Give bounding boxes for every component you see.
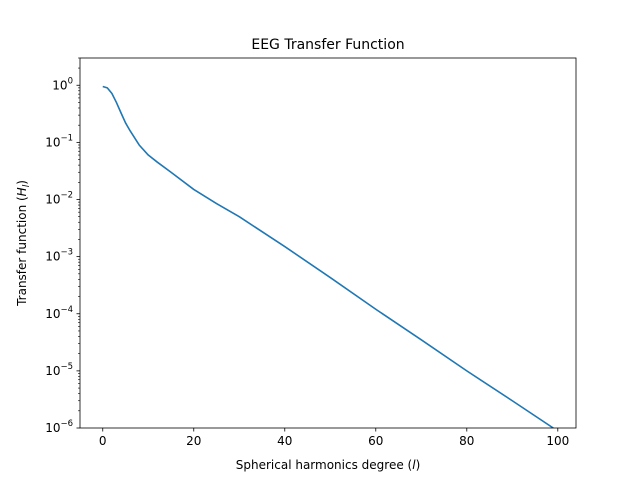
chart-title: EEG Transfer Function <box>251 37 404 53</box>
x-tick-label: 20 <box>186 434 201 448</box>
x-tick-label: 100 <box>546 434 569 448</box>
y-axis-label-sub: l <box>22 184 32 187</box>
y-tick-label: 10−2 <box>45 191 73 207</box>
series-layer <box>102 85 554 428</box>
y-tick-label: 10−4 <box>45 305 73 321</box>
plot-area: 0 20 40 60 80 100 100 10−1 10−2 10−3 10−4 10−5 10−6 <box>45 57 577 448</box>
y-axis-ticks: 100 10−1 10−2 10−3 10−4 10−5 10−6 <box>45 57 80 435</box>
y-axis-label-suffix: ) <box>15 180 29 185</box>
y-tick-label: 10−6 <box>45 419 73 435</box>
y-tick-label: 100 <box>52 76 73 92</box>
plot-frame <box>79 57 577 429</box>
x-tick-label: 40 <box>277 434 292 448</box>
x-tick-label: 80 <box>459 434 474 448</box>
y-axis-label: Transfer function (Hl) <box>15 180 32 307</box>
x-axis-label: Spherical harmonics degree (l) <box>236 458 421 472</box>
x-axis-label-suffix: ) <box>416 458 421 472</box>
x-axis-ticks: 0 20 40 60 80 100 <box>99 428 569 448</box>
y-tick-label: 10−5 <box>45 362 73 378</box>
x-axis-label-prefix: Spherical harmonics degree ( <box>236 458 412 472</box>
y-axis-label-prefix: Transfer function ( <box>15 196 29 307</box>
x-axis-label-var: l <box>412 458 416 472</box>
x-tick-label: 60 <box>368 434 383 448</box>
y-tick-label: 10−1 <box>45 133 73 149</box>
y-axis-label-var: H <box>15 187 29 196</box>
x-tick-label: 0 <box>99 434 107 448</box>
series-line <box>102 85 554 428</box>
y-tick-label: 10−3 <box>45 248 73 264</box>
